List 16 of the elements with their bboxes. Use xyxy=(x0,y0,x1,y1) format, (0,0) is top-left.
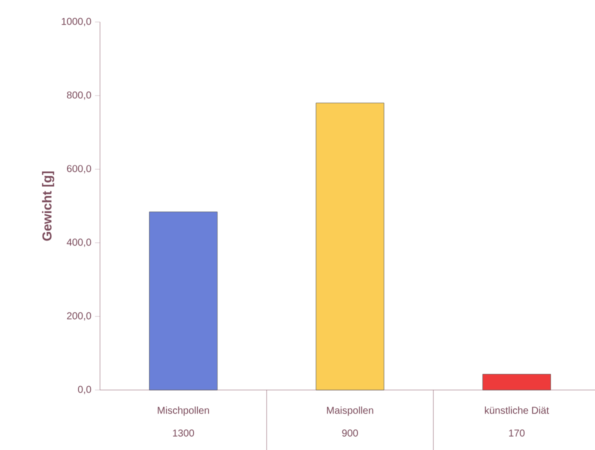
y-tick-label: 1000,0 xyxy=(62,18,92,26)
bar xyxy=(316,102,384,390)
text: 900 xyxy=(342,430,358,437)
bar xyxy=(482,374,551,390)
y-tick-label: 800,0 xyxy=(66,91,92,100)
bar xyxy=(149,212,218,390)
y-tick-label: 0,0 xyxy=(78,386,92,394)
x-tick-label: künstliche Diät xyxy=(484,406,549,414)
x-tick-label: Maispollen xyxy=(327,406,374,416)
text: 1300 xyxy=(173,430,194,437)
y-tick-label: 600,0 xyxy=(67,165,92,174)
y-tick-label: 200,0 xyxy=(67,312,92,321)
text: 170 xyxy=(509,430,525,437)
y-tick-label: 400,0 xyxy=(66,238,92,247)
x-tick-label: Mischpollen xyxy=(158,406,209,416)
y-axis-title: Gewicht [g] xyxy=(42,171,54,241)
